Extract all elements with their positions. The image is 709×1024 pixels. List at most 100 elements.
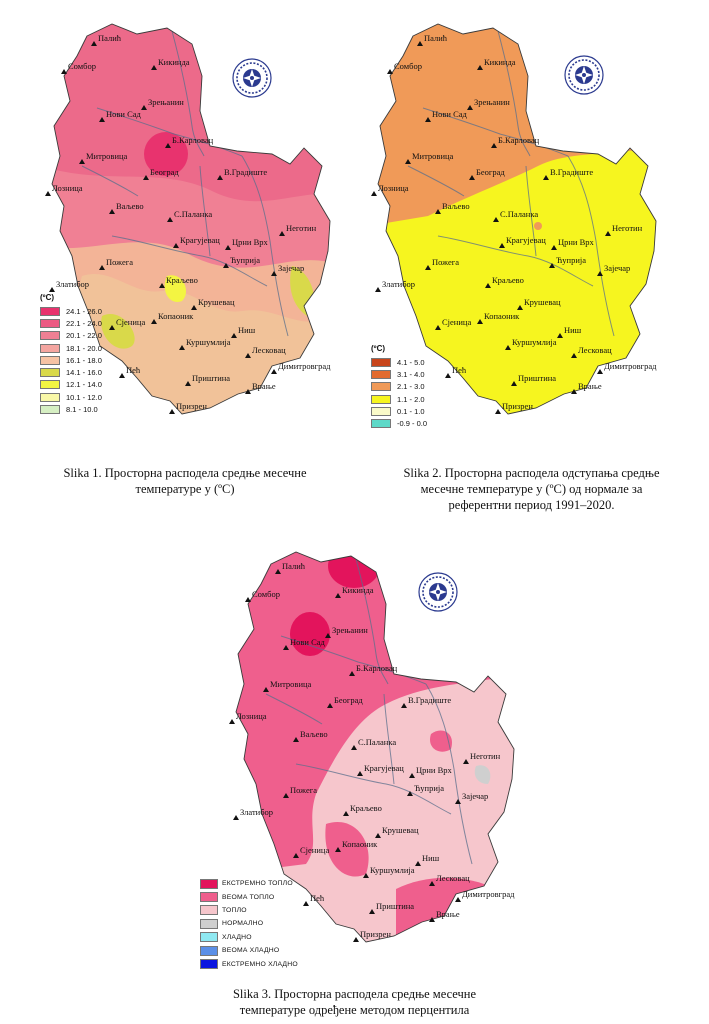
map1-legend-unit: (ºC) [40,293,55,302]
legend-swatch [200,959,218,970]
city-label: Пећ [452,365,467,375]
city-marker [429,881,435,886]
city-label: Београд [476,167,505,177]
city-marker [425,117,431,122]
legend-swatch [371,419,391,429]
city-label: Неготин [470,751,501,761]
legend-swatch [40,331,60,341]
legend-item: 0.1 - 1.0 [371,405,427,417]
legend-item: 4.1 - 5.0 [371,356,427,368]
legend-swatch [40,306,60,316]
city-marker [495,409,501,414]
map3-city-labels: Палић Сомбор Кикинда Зрењанин Нови Сад Б.Карл… [229,561,515,942]
legend-label: 0.1 - 1.0 [397,406,425,416]
city-marker [279,231,285,236]
city-label: С.Паланка [174,209,212,219]
city-label: Б.Карловац [172,135,214,145]
city-marker [159,283,165,288]
city-label: Црни Врх [558,237,595,247]
city-label: С.Паланка [500,209,538,219]
city-label: Ћуприја [230,255,260,265]
legend-item: -0.9 - 0.0 [371,417,427,429]
city-marker [469,175,475,180]
city-marker [191,305,197,310]
legend-label: 3.1 - 4.0 [397,369,425,379]
city-label: В.Градиште [550,167,593,177]
legend-item: 8.1 - 10.0 [40,403,102,415]
city-marker [49,287,55,292]
city-label: Митровица [86,151,128,161]
map1-zone-sjenica [101,313,135,349]
city-marker [109,325,115,330]
map1-city-labels: Палић Сомбор Кикинда Зрењанин Нови Сад Б.Карл… [45,33,331,414]
temperature-map-1: Палић Сомбор Кикинда Зрењанин Нови Сад Б.Карл… [45,23,331,415]
city-label: Лозница [378,183,409,193]
legend-swatch [371,369,391,379]
city-label: Б.Карловац [356,663,398,673]
city-marker [45,191,51,196]
city-marker [517,305,523,310]
legend-label: 10.1 - 12.0 [66,392,102,402]
city-marker [325,633,331,638]
city-marker [363,873,369,878]
city-label: Палић [98,33,122,43]
legend-swatch [40,318,60,328]
city-marker [375,833,381,838]
city-label: Црни Врх [232,237,269,247]
city-label: Димитровград [462,889,515,899]
city-label: Призрен [176,401,207,411]
city-label: Копаоник [158,311,194,321]
city-marker [571,389,577,394]
temperature-map-3: Палић Сомбор Кикинда Зрењанин Нови Сад Б.Карл… [229,551,515,943]
legend-swatch [40,355,60,365]
legend-swatch [200,945,218,956]
city-label: Димитровград [604,361,657,371]
rhmz-logo-icon [418,572,458,612]
map3-zone-crni-vrh [430,730,452,752]
legend-item: 20.1 - 22.0 [40,330,102,342]
city-marker [275,569,281,574]
city-marker [169,409,175,414]
city-label: Сомбор [68,61,96,71]
legend-swatch [371,406,391,416]
city-label: Пожега [106,257,133,267]
city-marker [405,159,411,164]
city-label: Крушевац [198,297,235,307]
city-label: Сјеница [442,317,471,327]
city-marker [293,853,299,858]
map3-zone-zajecar [474,765,491,784]
city-marker [477,319,483,324]
legend-item: 18.1 - 20.0 [40,342,102,354]
city-label: Приштина [376,901,414,911]
rhmz-logo-icon [564,55,604,95]
city-label: Зајечар [278,263,304,273]
city-label: Златибор [240,807,273,817]
city-marker [351,745,357,750]
city-label: Крушевац [524,297,561,307]
city-label: Пећ [126,365,141,375]
city-label: Сјеница [300,845,329,855]
city-label: Нови Сад [106,109,142,119]
map2-spot-cuprija [534,222,542,230]
legend-label: ТОПЛО [222,906,247,914]
city-marker [455,897,461,902]
city-label: Крагујевац [180,235,220,245]
legend-swatch [200,878,218,889]
city-marker [185,381,191,386]
city-label: Пожега [290,785,317,795]
city-marker [233,815,239,820]
city-label: Куршумлија [186,337,231,347]
city-label: Врање [252,381,276,391]
city-label: Краљево [166,275,198,285]
city-marker [425,265,431,270]
legend-item: ХЛАДНО [200,931,298,944]
city-marker [369,909,375,914]
city-label: Палић [424,33,448,43]
legend-label: 8.1 - 10.0 [66,405,98,415]
city-label: Зрењанин [474,97,510,107]
city-label: Лесковац [252,345,286,355]
city-marker [557,333,563,338]
city-marker [409,773,415,778]
legend-item: ТОПЛО [200,904,298,917]
city-label: Копаоник [342,839,378,849]
